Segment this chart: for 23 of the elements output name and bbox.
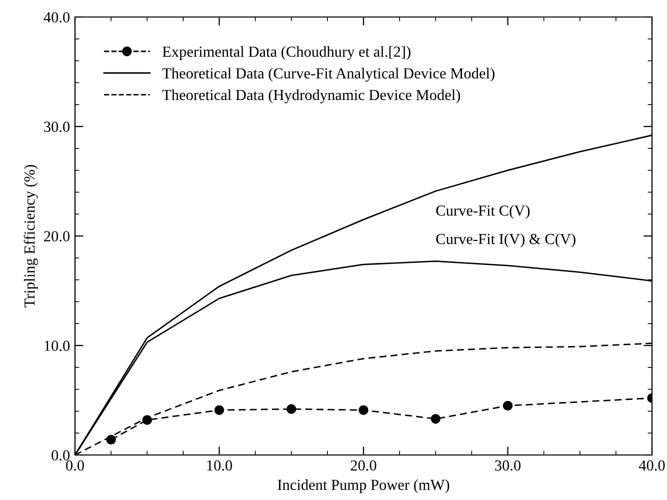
x-tick-label: 20.0 [350, 460, 376, 471]
x-axis-title: Incident Pump Power (mW) [278, 479, 450, 494]
y-axis-title: Tripling Efficiency (%) [24, 164, 38, 308]
point [286, 404, 296, 414]
y-tick-label: 20.0 [44, 231, 70, 242]
legend-label: Theoretical Data (Curve-Fit Analytical Device Model) [162, 68, 494, 82]
point [502, 400, 513, 411]
x-tick-label: 40.0 [638, 460, 665, 471]
y-tick-label: 0.0 [52, 450, 70, 461]
point [106, 434, 116, 445]
point [430, 414, 440, 424]
x-tick-label: 30.0 [495, 460, 521, 471]
x-tick-label: 0.0 [66, 460, 84, 471]
annotation: Curve-Fit C(V) [436, 204, 530, 219]
legend-label: Experimental Data (Choudhury et al.[2]) [162, 46, 410, 60]
legend-label: Theoretical Data (Hydrodynamic Device Model) [162, 89, 460, 104]
y-tick-label: 40.0 [44, 12, 70, 23]
y-tick-label: 10.0 [44, 340, 70, 352]
annotation: Curve-Fit I(V) & C(V) [436, 233, 576, 248]
point [214, 405, 224, 415]
point [358, 405, 368, 415]
y-tick-label: 30.0 [44, 122, 70, 132]
x-tick-label: 10.0 [207, 460, 232, 471]
